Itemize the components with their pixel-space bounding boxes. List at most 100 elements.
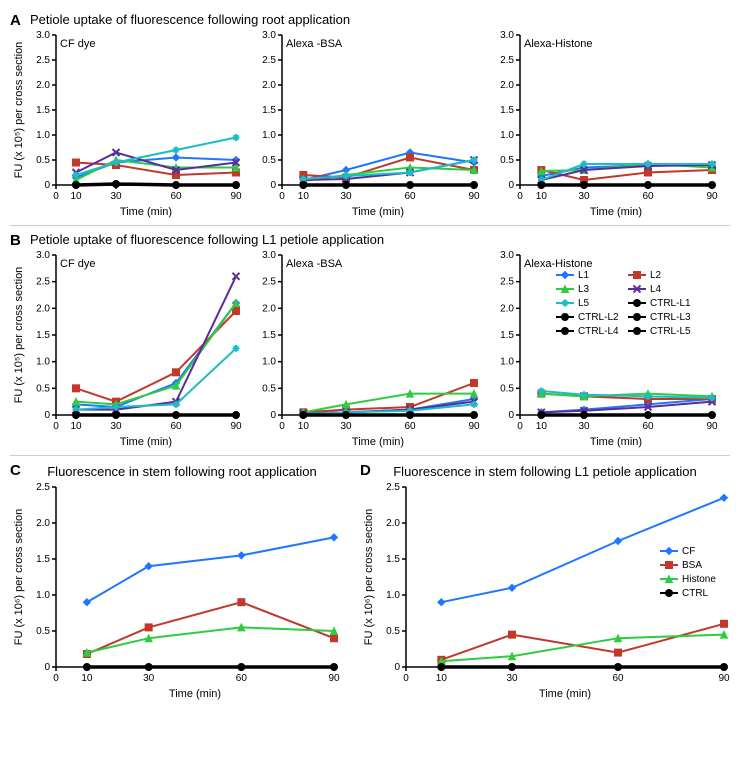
svg-text:2.5: 2.5 (500, 277, 514, 288)
svg-text:0.5: 0.5 (262, 155, 276, 166)
panel-c: C Fluorescence in stem following root ap… (10, 462, 354, 701)
svg-text:90: 90 (468, 191, 480, 202)
svg-text:3.0: 3.0 (500, 30, 514, 41)
svg-text:0: 0 (279, 421, 285, 432)
svg-text:0.5: 0.5 (36, 626, 50, 637)
panel-b-label: B (10, 232, 21, 249)
svg-text:1.5: 1.5 (262, 330, 276, 341)
svg-text:0: 0 (508, 180, 514, 191)
svg-text:1.5: 1.5 (500, 105, 514, 116)
svg-text:2.5: 2.5 (36, 277, 50, 288)
svg-text:30: 30 (110, 191, 122, 202)
series-Histone (87, 627, 334, 652)
chart-inlabel: CF dye (60, 258, 95, 270)
svg-text:2.5: 2.5 (262, 277, 276, 288)
svg-text:2.5: 2.5 (500, 55, 514, 66)
svg-text:0: 0 (53, 673, 59, 684)
series-L4 (541, 165, 712, 180)
svg-text:10: 10 (298, 191, 310, 202)
legend-label: L3 (578, 284, 590, 295)
svg-text:1.0: 1.0 (262, 130, 276, 141)
svg-text:10: 10 (298, 421, 310, 432)
series-Histone (441, 635, 724, 662)
panel-d-title: Fluorescence in stem following L1 petiol… (360, 464, 730, 479)
series-CF (87, 537, 334, 602)
svg-text:0: 0 (403, 673, 409, 684)
row-cd: C Fluorescence in stem following root ap… (10, 462, 730, 701)
svg-text:60: 60 (404, 421, 416, 432)
x-axis-label: Time (min) (539, 688, 591, 700)
svg-text:0: 0 (44, 662, 50, 673)
svg-text:2.5: 2.5 (36, 482, 50, 493)
panel-a-title: Petiole uptake of fluorescence following… (30, 12, 730, 27)
panel-c-chart: 00.51.01.52.02.5010306090Time (min)FU (x… (10, 481, 340, 701)
panel-d: D Fluorescence in stem following L1 peti… (360, 462, 730, 701)
svg-text:1.5: 1.5 (36, 330, 50, 341)
svg-text:60: 60 (404, 191, 416, 202)
svg-text:2.0: 2.0 (36, 518, 50, 529)
svg-text:30: 30 (143, 673, 155, 684)
panel-a: A Petiole uptake of fluorescence followi… (10, 12, 730, 219)
x-axis-label: Time (min) (590, 436, 642, 448)
legend-label: Histone (682, 574, 716, 585)
svg-text:1.5: 1.5 (36, 105, 50, 116)
svg-text:1.5: 1.5 (500, 330, 514, 341)
panel-b-title: Petiole uptake of fluorescence following… (30, 232, 730, 247)
svg-text:60: 60 (642, 421, 654, 432)
panel-b-chart-1: 00.51.01.52.02.53.0010306090Time (min)Al… (248, 249, 480, 449)
x-axis-label: Time (min) (120, 206, 172, 218)
series-L1 (541, 399, 712, 412)
svg-text:1.5: 1.5 (262, 105, 276, 116)
svg-text:90: 90 (706, 421, 718, 432)
svg-text:1.0: 1.0 (36, 590, 50, 601)
svg-text:0: 0 (394, 662, 400, 673)
svg-text:30: 30 (340, 421, 352, 432)
legend-label: CTRL-L5 (650, 326, 691, 337)
panel-d-chart: 00.51.01.52.02.5010306090Time (min)FU (x… (360, 481, 730, 701)
svg-text:2.0: 2.0 (36, 80, 50, 91)
svg-text:60: 60 (642, 191, 654, 202)
svg-text:0.5: 0.5 (500, 155, 514, 166)
legend-label: CTRL (682, 588, 709, 599)
svg-text:2.0: 2.0 (386, 518, 400, 529)
svg-text:1.0: 1.0 (262, 357, 276, 368)
panel-a-chart-0: 00.51.01.52.02.53.0010306090Time (min)FU… (10, 29, 242, 219)
svg-text:10: 10 (536, 421, 548, 432)
svg-text:0.5: 0.5 (36, 155, 50, 166)
y-axis-label: FU (x 10⁶) per cross section (363, 509, 375, 646)
panel-b-chart-2: 00.51.01.52.02.53.0010306090Time (min)Al… (486, 249, 718, 449)
legend-label: L1 (578, 270, 590, 281)
svg-text:1.0: 1.0 (36, 130, 50, 141)
svg-text:0: 0 (53, 421, 59, 432)
svg-text:30: 30 (340, 191, 352, 202)
svg-text:0.5: 0.5 (386, 626, 400, 637)
legend-label: L2 (650, 270, 662, 281)
svg-text:1.0: 1.0 (500, 130, 514, 141)
svg-text:2.0: 2.0 (262, 80, 276, 91)
series-CTRL (76, 184, 236, 185)
svg-text:90: 90 (468, 421, 480, 432)
svg-text:10: 10 (436, 673, 448, 684)
panel-b: B Petiole uptake of fluorescence followi… (10, 232, 730, 449)
series-BSA (441, 624, 724, 660)
svg-text:1.5: 1.5 (36, 554, 50, 565)
chart-inlabel: Alexa-Histone (524, 38, 592, 50)
svg-text:2.0: 2.0 (500, 303, 514, 314)
divider-a (10, 225, 730, 226)
panel-a-label: A (10, 12, 21, 29)
legend-label: CTRL-L3 (650, 312, 691, 323)
x-axis-label: Time (min) (352, 436, 404, 448)
y-axis-label: FU (x 10⁵) per cross section (13, 42, 25, 179)
svg-text:1.0: 1.0 (500, 357, 514, 368)
panel-a-chart-2: 00.51.01.52.02.53.0010306090Time (min)Al… (486, 29, 718, 219)
svg-text:1.0: 1.0 (386, 590, 400, 601)
svg-text:60: 60 (170, 421, 182, 432)
svg-text:0: 0 (508, 410, 514, 421)
svg-text:3.0: 3.0 (36, 30, 50, 41)
legend-label: CTRL-L1 (650, 298, 691, 309)
svg-text:2.0: 2.0 (36, 303, 50, 314)
svg-text:2.5: 2.5 (36, 55, 50, 66)
x-axis-label: Time (min) (590, 206, 642, 218)
series-L4 (76, 276, 236, 409)
svg-text:90: 90 (706, 191, 718, 202)
